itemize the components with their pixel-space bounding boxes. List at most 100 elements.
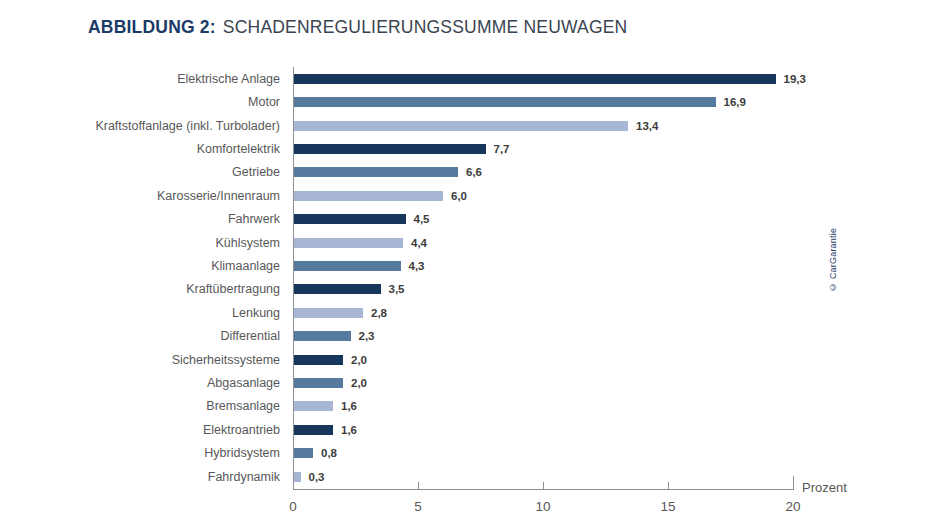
bar-track: 2,8 [293, 301, 813, 324]
value-label: 2,0 [351, 354, 367, 366]
bar [293, 167, 458, 177]
bar-track: 13,4 [293, 114, 813, 137]
bar-track: 0,3 [293, 465, 813, 488]
bar-track: 4,3 [293, 254, 813, 277]
category-label: Hybridsystem [0, 446, 293, 460]
value-label: 13,4 [636, 120, 658, 132]
bar-row: Fahrwerk 4,5 [0, 207, 860, 230]
chart-title-text: SCHADENREGULIERUNGSSUMME NEUWAGEN [223, 17, 628, 37]
bar-track: 2,3 [293, 324, 813, 347]
bar-row: Komfortelektrik 7,7 [0, 137, 860, 160]
bar [293, 191, 443, 201]
category-label: Getriebe [0, 165, 293, 179]
value-label: 1,6 [341, 424, 357, 436]
bar-track: 1,6 [293, 395, 813, 418]
category-label: Sicherheitssysteme [0, 353, 293, 367]
plot-area: Elektrische Anlage 19,3 Motor 16,9 Kraftstof… [0, 67, 860, 488]
value-label: 2,0 [351, 377, 367, 389]
bar-row: Elektrische Anlage 19,3 [0, 67, 860, 90]
bar-rows: Elektrische Anlage 19,3 Motor 16,9 Kraftstof… [0, 67, 860, 488]
bar [293, 214, 406, 224]
bar-track: 3,5 [293, 278, 813, 301]
category-label: Bremsanlage [0, 399, 293, 413]
bar [293, 97, 716, 107]
x-axis-line [293, 489, 794, 490]
bar [293, 425, 333, 435]
x-axis-tick-mark [543, 482, 544, 489]
value-label: 6,6 [466, 166, 482, 178]
category-label: Klimaanlage [0, 259, 293, 273]
bar-track: 7,7 [293, 137, 813, 160]
category-label: Fahrwerk [0, 212, 293, 226]
bar-track: 1,6 [293, 418, 813, 441]
bar [293, 378, 343, 388]
value-label: 3,5 [389, 283, 405, 295]
x-axis-tick-mark [793, 476, 794, 489]
category-label: Motor [0, 95, 293, 109]
value-label: 1,6 [341, 400, 357, 412]
category-label: Elektroantrieb [0, 423, 293, 437]
bar-row: Klimaanlage 4,3 [0, 254, 860, 277]
x-axis-tick-mark [668, 482, 669, 489]
value-label: 4,4 [411, 237, 427, 249]
bar [293, 74, 776, 84]
x-axis-tick-mark [418, 482, 419, 489]
bar-track: 4,5 [293, 207, 813, 230]
copyright-label: © CarGarantie [828, 215, 838, 305]
value-label: 4,5 [414, 213, 430, 225]
bar-row: Motor 16,9 [0, 90, 860, 113]
bar-row: Differential 2,3 [0, 324, 860, 347]
value-label: 6,0 [451, 190, 467, 202]
bar-track: 19,3 [293, 67, 813, 90]
bar [293, 472, 301, 482]
value-label: 0,8 [321, 447, 337, 459]
category-label: Lenkung [0, 306, 293, 320]
bar-row: Fahrdynamik0,3 [0, 465, 860, 488]
category-label: Differential [0, 329, 293, 343]
bar [293, 448, 313, 458]
chart-title-prefix: ABBILDUNG 2: [88, 17, 216, 37]
x-axis-tick-label: 20 [785, 499, 800, 514]
value-label: 16,9 [724, 96, 746, 108]
y-axis-line [293, 67, 294, 489]
bar [293, 284, 381, 294]
bar [293, 261, 401, 271]
bar-track: 2,0 [293, 348, 813, 371]
value-label: 4,3 [409, 260, 425, 272]
x-axis-tick-label: 15 [660, 499, 675, 514]
bar-row: Bremsanlage 1,6 [0, 395, 860, 418]
bar [293, 144, 486, 154]
bar-track: 16,9 [293, 90, 813, 113]
bar-track: 6,0 [293, 184, 813, 207]
value-label: 7,7 [494, 143, 510, 155]
category-label: Fahrdynamik [0, 470, 293, 484]
x-axis: 05101520 Prozent [293, 489, 853, 529]
category-label: Elektrische Anlage [0, 72, 293, 86]
category-label: Karosserie/Innenraum [0, 189, 293, 203]
bar-track: 6,6 [293, 161, 813, 184]
x-axis-tick-label: 5 [414, 499, 422, 514]
bar-row: Elektroantrieb 1,6 [0, 418, 860, 441]
chart-title: ABBILDUNG 2: SCHADENREGULIERUNGSSUMME NEU… [88, 17, 627, 38]
bar-track: 4,4 [293, 231, 813, 254]
bar [293, 331, 351, 341]
bar-row: Getriebe 6,6 [0, 161, 860, 184]
figure-chart: ABBILDUNG 2: SCHADENREGULIERUNGSSUMME NEU… [0, 0, 945, 532]
bar [293, 238, 403, 248]
value-label: 2,3 [359, 330, 375, 342]
category-label: Komfortelektrik [0, 142, 293, 156]
x-axis-unit-label: Prozent [802, 480, 847, 495]
bar-row: Karosserie/Innenraum 6,0 [0, 184, 860, 207]
value-label: 2,8 [371, 307, 387, 319]
category-label: Abgasanlage [0, 376, 293, 390]
bar-row: Lenkung 2,8 [0, 301, 860, 324]
bar [293, 308, 363, 318]
bar-row: Abgasanlage 2,0 [0, 371, 860, 394]
bar-row: Kraftstoffanlage (inkl. Turbolader)13,4 [0, 114, 860, 137]
bar-row: Sicherheitssysteme 2,0 [0, 348, 860, 371]
bar-row: Kraftübertragung 3,5 [0, 278, 860, 301]
category-label: Kraftübertragung [0, 282, 293, 296]
bar-row: Kühlsystem 4,4 [0, 231, 860, 254]
category-label: Kühlsystem [0, 236, 293, 250]
value-label: 19,3 [784, 73, 806, 85]
